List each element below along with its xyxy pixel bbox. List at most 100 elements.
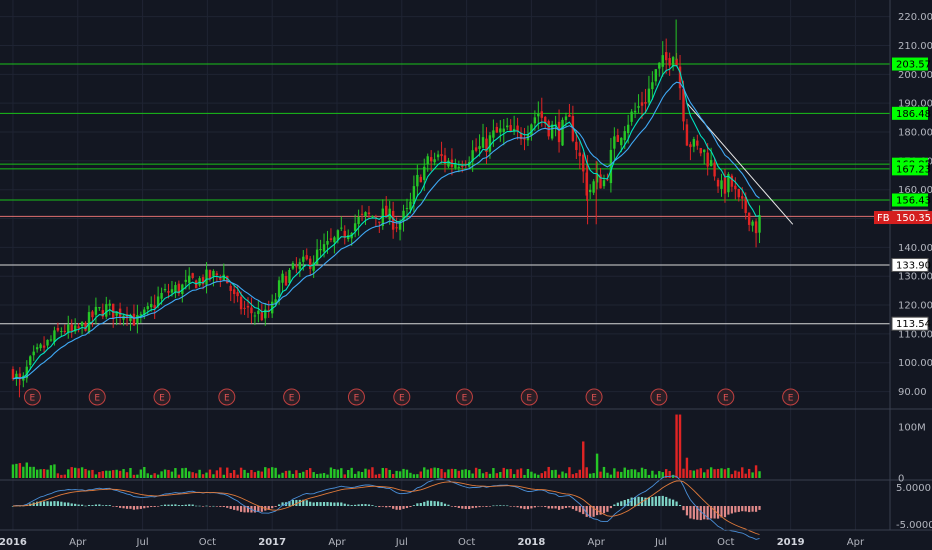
candle-body <box>423 166 426 180</box>
volume-bar <box>606 472 609 478</box>
macd-histogram-bar <box>665 496 668 506</box>
macd-histogram-bar <box>582 506 585 515</box>
macd-histogram-bar <box>350 505 353 506</box>
volume-bar <box>678 414 682 478</box>
volume-bar <box>467 470 471 478</box>
candle-body <box>747 212 751 225</box>
volume-bar <box>429 468 433 478</box>
level-tag-text: 203.57 <box>896 60 931 71</box>
volume-bar <box>39 469 42 478</box>
volume-bar <box>11 464 15 478</box>
macd-histogram-bar <box>502 505 505 507</box>
macd-histogram-bar <box>312 502 315 506</box>
candle-body <box>360 213 364 215</box>
macd-histogram-bar <box>388 506 391 508</box>
candle-body <box>181 284 184 294</box>
candle-body <box>727 174 730 193</box>
earnings-marker: E <box>585 388 603 406</box>
volume-bar <box>73 467 77 478</box>
macd-histogram-bar <box>295 499 298 506</box>
macd-histogram-bar <box>710 506 713 519</box>
candle-body <box>322 244 326 252</box>
macd-tick-label: 5.0000 <box>896 483 931 494</box>
candle-body <box>257 310 260 315</box>
volume-pane <box>11 414 761 478</box>
candle-body <box>568 114 571 117</box>
volume-bar <box>443 472 447 478</box>
price-axis[interactable]: 90.00100.00110.00120.00130.00140.00150.0… <box>896 12 932 531</box>
macd-histogram-bar <box>236 506 239 511</box>
macd-histogram-bar <box>416 503 419 506</box>
macd-histogram-bar <box>181 504 184 506</box>
macd-histogram-bar <box>398 506 402 510</box>
macd-histogram-bar <box>167 504 170 506</box>
volume-bar <box>350 467 353 478</box>
candle-body <box>426 156 429 165</box>
candle-body <box>409 201 412 210</box>
earnings-marker: E <box>520 388 538 406</box>
candle-body <box>150 304 153 308</box>
candle-body <box>626 124 630 134</box>
volume-bar <box>378 473 381 478</box>
macd-histogram-bar <box>637 496 640 506</box>
macd-histogram-bar <box>492 505 495 507</box>
current-price-box <box>874 211 932 225</box>
volume-bar <box>129 468 132 478</box>
macd-histogram-bar <box>229 506 232 509</box>
candle-body <box>457 166 461 168</box>
candle-body <box>49 339 53 341</box>
macd-histogram-bar <box>592 506 595 517</box>
macd-histogram-bar <box>357 504 360 506</box>
candle-body <box>575 141 578 151</box>
earnings-circle <box>520 388 538 406</box>
volume-bar <box>554 469 557 478</box>
candle-body <box>177 283 181 294</box>
volume-bar <box>509 468 512 478</box>
candle-body <box>661 55 664 67</box>
macd-histogram-bar <box>409 506 412 508</box>
candle-body <box>506 125 509 128</box>
volume-bar <box>188 471 191 478</box>
current-price-value: 150.35 <box>896 213 931 224</box>
volume-bar <box>685 457 689 478</box>
macd-histogram-bar <box>578 506 581 513</box>
volume-bar <box>633 469 637 478</box>
macd-histogram-bar <box>233 506 236 510</box>
macd-histogram-bar <box>291 499 295 506</box>
macd-histogram-bar <box>523 506 526 510</box>
level-tag-box <box>892 57 928 71</box>
volume-bar <box>98 472 101 478</box>
candle-body <box>67 324 70 333</box>
volume-bar <box>49 465 53 478</box>
current-price-symbol: FB <box>877 213 890 224</box>
macd-histogram-bar <box>544 506 547 508</box>
macd-histogram-bar <box>647 497 651 506</box>
macd-histogram-bar <box>564 506 568 508</box>
volume-bar <box>226 467 229 478</box>
volume-bar <box>250 469 253 478</box>
candle-body <box>703 149 706 153</box>
candle-body <box>73 325 77 332</box>
macd-histogram-bar <box>658 496 661 506</box>
macd-histogram-bar <box>436 501 440 506</box>
macd-histogram-bar <box>77 504 80 506</box>
macd-histogram-bar <box>405 506 409 509</box>
volume-bar <box>665 469 668 478</box>
macd-histogram-bar <box>198 505 201 507</box>
candle-body <box>716 179 720 187</box>
candle-body <box>523 138 526 140</box>
volume-bar <box>18 463 22 478</box>
macd-histogram-bar <box>627 498 630 506</box>
macd-histogram-bar <box>685 506 689 516</box>
macd-histogram-bar <box>419 503 422 506</box>
price-tick-label: 200.00 <box>898 70 932 81</box>
time-axis[interactable]: 2016 Apr Jul Oct 2017 Apr Jul Oct 2018 Apr Jul Oct 2… <box>0 537 865 548</box>
volume-bar <box>222 474 225 478</box>
volume-bar <box>191 472 194 478</box>
candle-body <box>633 110 637 113</box>
earnings-circle <box>88 388 106 406</box>
candle-body <box>381 208 384 226</box>
earnings-marker: E <box>393 388 411 406</box>
candle-body <box>481 137 485 148</box>
